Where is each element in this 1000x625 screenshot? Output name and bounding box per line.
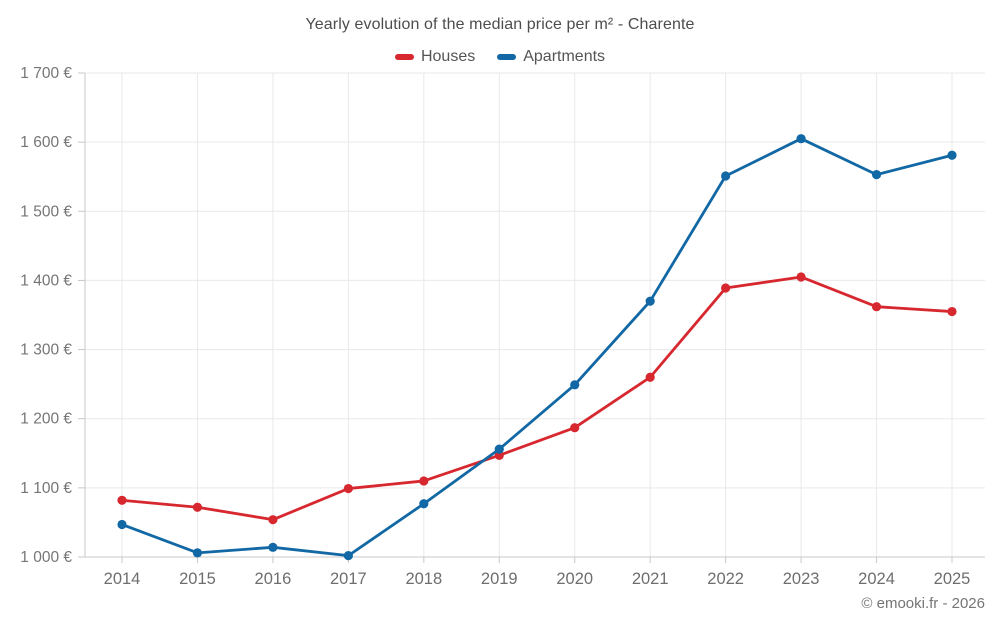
data-point — [343, 483, 353, 494]
series-apartments — [117, 134, 957, 561]
data-point — [947, 306, 957, 317]
gridlines — [85, 72, 985, 558]
data-point — [117, 495, 127, 505]
legend: Houses Apartments — [0, 46, 1000, 68]
chart-title: Yearly evolution of the median price per… — [305, 16, 695, 33]
data-point — [192, 502, 203, 512]
legend-item-houses[interactable]: Houses — [394, 48, 476, 66]
x-tick-label: 2016 — [255, 570, 292, 588]
y-tick-label: 1 500 € — [20, 203, 72, 220]
y-tick-label: 1 000 € — [20, 549, 72, 566]
axis-labels: 1 000 € 1 100 € 1 200 € 1 300 € 1 400 € 1 500… — [20, 65, 970, 588]
y-tick-label: 1 400 € — [20, 272, 72, 289]
data-point — [645, 372, 655, 382]
y-tick-label: 1 700 € — [20, 65, 72, 82]
series-lines — [117, 134, 957, 561]
legend-item-apartments[interactable]: Apartments — [497, 48, 605, 66]
y-tick-label: 1 300 € — [20, 342, 72, 359]
data-point — [343, 551, 353, 561]
x-tick-label: 2024 — [858, 570, 895, 588]
data-point — [721, 283, 731, 293]
data-point — [419, 499, 429, 509]
axes — [78, 72, 985, 563]
series-houses — [117, 272, 957, 525]
x-tick-label: 2018 — [405, 570, 442, 588]
y-tick-label: 1 200 € — [20, 411, 72, 428]
data-point — [268, 542, 278, 552]
y-tick-label: 1 100 € — [20, 480, 72, 497]
y-tick-label: 1 600 € — [20, 134, 72, 151]
data-point — [796, 134, 806, 144]
data-point — [494, 444, 504, 454]
x-tick-label: 2017 — [330, 570, 367, 588]
data-point — [117, 519, 127, 530]
legend-label: Apartments — [523, 48, 606, 65]
data-point — [570, 380, 580, 390]
x-tick-label: 2020 — [556, 570, 593, 588]
x-tick-label: 2022 — [707, 570, 744, 588]
legend-label: Houses — [420, 48, 476, 65]
data-point — [570, 423, 580, 433]
data-point — [268, 515, 278, 525]
data-point — [871, 170, 882, 180]
legend-swatch-icon — [394, 54, 414, 60]
x-tick-label: 2019 — [481, 570, 518, 588]
series-line — [120, 137, 954, 558]
data-point — [192, 548, 203, 558]
data-point — [871, 302, 882, 312]
series-line — [120, 275, 954, 522]
data-point — [947, 150, 957, 160]
x-tick-label: 2021 — [632, 570, 669, 588]
legend-swatch-icon — [497, 54, 517, 60]
data-point — [645, 296, 655, 306]
x-tick-label: 2015 — [179, 570, 216, 588]
data-point — [419, 476, 429, 486]
x-tick-label: 2023 — [783, 570, 820, 588]
x-tick-label: 2025 — [934, 570, 971, 588]
x-tick-label: 2014 — [104, 570, 141, 588]
data-point — [796, 272, 806, 282]
attribution: © emooki.fr - 2026 — [861, 595, 985, 612]
data-point — [721, 171, 731, 181]
